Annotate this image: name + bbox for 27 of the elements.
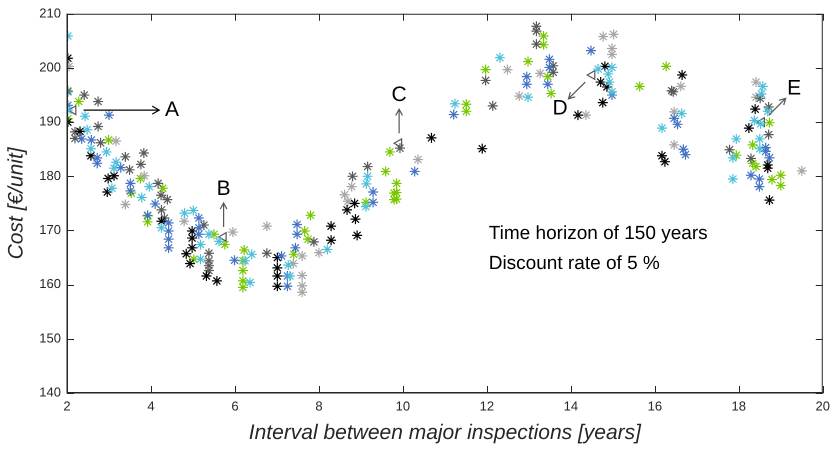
y-tick-label: 180 [39, 168, 61, 183]
x-tick-label: 2 [63, 398, 71, 414]
annotation: C [392, 83, 407, 106]
y-tick-label: 190 [39, 114, 61, 129]
x-tick-label: 12 [480, 398, 494, 414]
y-tick-label: 150 [39, 330, 61, 346]
x-tick-label: 14 [564, 398, 578, 414]
annotation: D [552, 96, 568, 120]
x-tick-label: 20 [816, 398, 830, 414]
y-tick-label: 200 [39, 60, 61, 75]
x-tick-label: 6 [231, 398, 239, 414]
x-tick-label: 4 [147, 398, 155, 414]
x-tick-label: 8 [315, 398, 323, 414]
y-tick-label: 140 [39, 384, 61, 400]
y-tick-label: 170 [39, 222, 61, 238]
annotation: Time horizon of 150 years [488, 222, 708, 244]
x-tick-label: 18 [732, 398, 746, 414]
annotation: E [787, 76, 802, 100]
annotation: B [216, 176, 231, 200]
annotation: Discount rate of 5 % [488, 252, 660, 274]
y-tick-label: 160 [39, 276, 61, 292]
x-axis-title: Interval between major inspections [years] [248, 421, 642, 444]
x-tick-label: 10 [396, 398, 410, 414]
y-axis-title: Cost [€/unit] [4, 146, 28, 260]
x-tick-label: 16 [648, 398, 662, 414]
annotation: A [165, 98, 180, 121]
y-tick-label: 210 [39, 5, 61, 20]
